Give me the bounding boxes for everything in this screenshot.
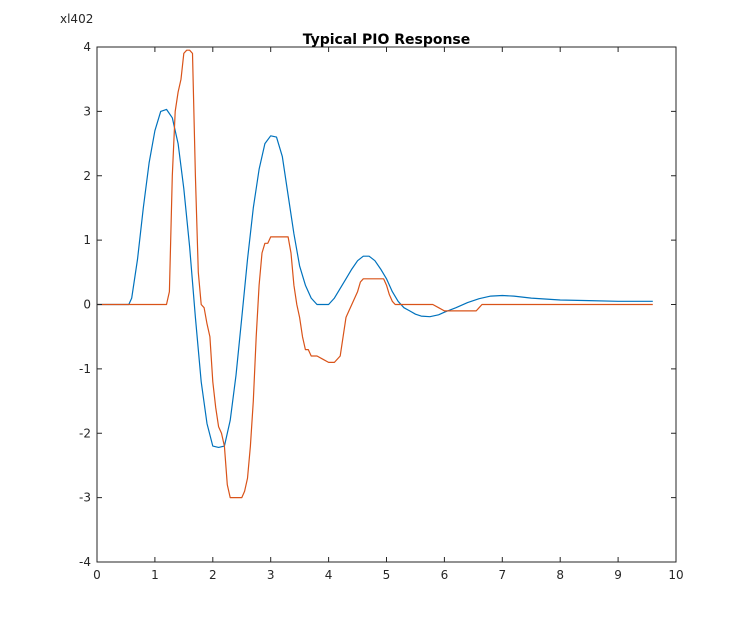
plot-area [97,49,653,499]
chart-title: Typical PIO Response [303,32,471,48]
x-tick-label: 2 [209,568,217,582]
x-tick-label: 1 [151,568,159,582]
y-tick-label: -2 [79,426,91,440]
y-tick-label: 4 [83,40,91,54]
x-tick-label: 5 [383,568,391,582]
series-line-1 [97,108,653,448]
x-tick-label: 8 [556,568,564,582]
series-line-2 [97,49,653,499]
x-tick-label: 9 [614,568,622,582]
x-tick-label: 3 [267,568,275,582]
axis-scale-label: xl402 [60,12,94,26]
y-tick-label: 3 [83,104,91,118]
axis-ticks: 0 1 2 3 4 5 6 7 8 9 10 -4 -3 -2 -1 0 1 2 3 4 [79,40,684,582]
y-tick-label: -4 [79,555,91,569]
x-tick-label: 4 [325,568,333,582]
y-tick-label: 1 [83,233,91,247]
x-tick-label: 10 [668,568,683,582]
y-tick-label: 2 [83,169,91,183]
y-tick-label: -3 [79,491,91,505]
x-tick-label: 0 [93,568,101,582]
x-tick-label: 7 [498,568,506,582]
x-tick-label: 6 [441,568,449,582]
y-tick-label: -1 [79,362,91,376]
y-tick-label: 0 [83,298,91,312]
